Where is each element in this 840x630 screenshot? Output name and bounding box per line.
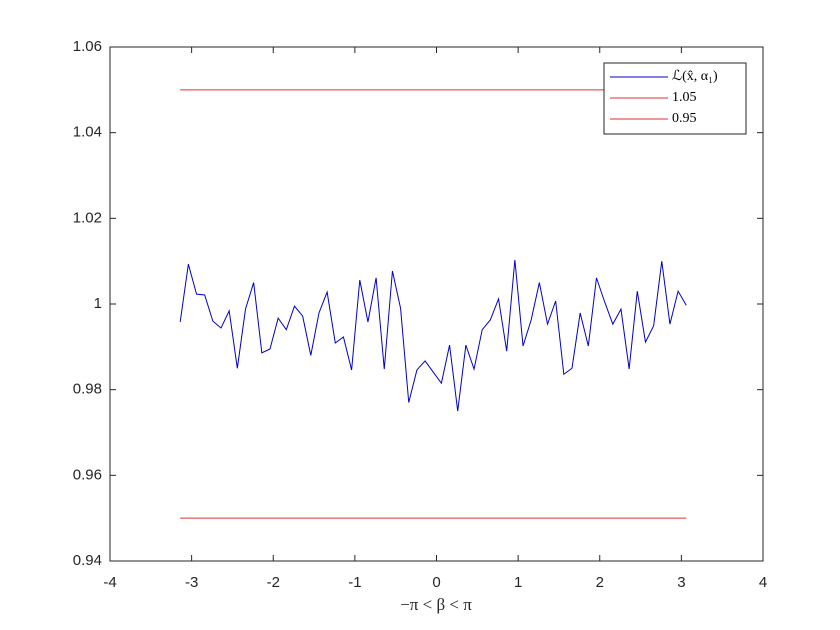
series-line — [179, 259, 687, 412]
y-tick-label: 0.94 — [73, 552, 102, 569]
y-tick-label: 1.04 — [73, 124, 102, 141]
x-tick-label: 0 — [432, 574, 440, 591]
x-tick-label: -4 — [103, 574, 116, 591]
x-tick-label: 2 — [596, 574, 604, 591]
x-axis-label: −π < β < π — [400, 595, 472, 614]
legend-label: ℒ(x̂, α₁) — [672, 69, 718, 84]
x-tick-label: -2 — [267, 574, 280, 591]
legend-label: 0.95 — [672, 111, 697, 126]
legend-label: 1.05 — [672, 90, 697, 105]
x-tick-label: 1 — [514, 574, 522, 591]
x-tick-label: 3 — [677, 574, 685, 591]
y-tick-label: 0.96 — [73, 466, 102, 483]
y-tick-label: 0.98 — [73, 381, 102, 398]
y-tick-label: 1 — [94, 295, 102, 312]
y-tick-label: 1.02 — [73, 209, 102, 226]
x-tick-label: -1 — [348, 574, 361, 591]
x-tick-label: 4 — [759, 574, 767, 591]
x-tick-label: -3 — [185, 574, 198, 591]
y-tick-label: 1.06 — [73, 38, 102, 55]
